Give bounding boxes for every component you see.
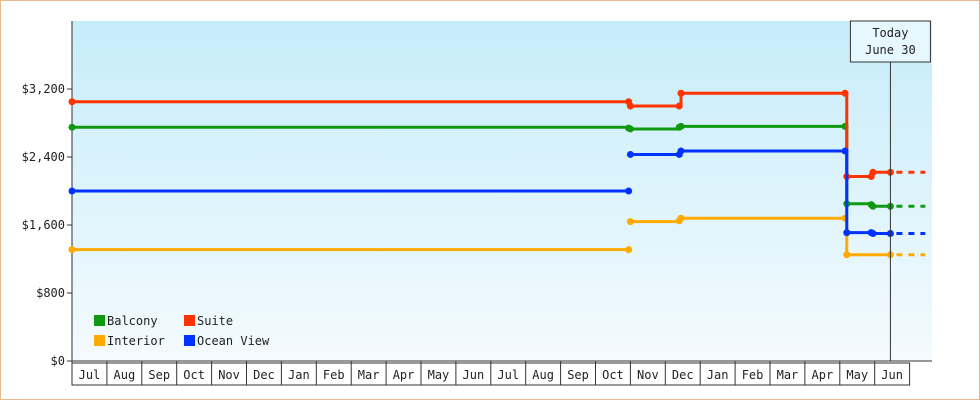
legend-swatch [184, 315, 195, 326]
data-point[interactable] [677, 147, 685, 155]
data-point[interactable] [626, 102, 634, 110]
data-point[interactable] [626, 218, 634, 226]
data-point[interactable] [626, 150, 634, 158]
legend-label: Ocean View [197, 334, 270, 348]
data-point[interactable] [677, 214, 685, 222]
x-tick-label: Sep [567, 368, 589, 382]
legend-swatch [184, 335, 195, 346]
x-tick-label: Mar [777, 368, 799, 382]
x-tick-label: Dec [253, 368, 275, 382]
today-date: June 30 [865, 43, 916, 57]
x-tick-label: Jun [463, 368, 485, 382]
x-tick-label: May [428, 368, 450, 382]
x-tick-label: Feb [323, 368, 345, 382]
x-tick-label: Nov [218, 368, 240, 382]
x-tick-label: Aug [114, 368, 136, 382]
y-tick-label: $800 [36, 286, 65, 300]
data-point[interactable] [677, 122, 685, 130]
data-point[interactable] [843, 251, 851, 259]
legend-item[interactable]: Ocean View [184, 334, 270, 348]
legend-label: Suite [197, 314, 233, 328]
x-tick-label: May [846, 368, 868, 382]
x-tick-label: Apr [393, 368, 415, 382]
x-tick-label: Feb [742, 368, 764, 382]
data-point[interactable] [869, 202, 877, 210]
today-marker: Today June 30 [849, 20, 931, 361]
data-point[interactable] [68, 123, 76, 131]
x-tick-label: Aug [532, 368, 554, 382]
series-interior [68, 214, 926, 259]
series-layer [68, 89, 926, 259]
x-tick-label: Jul [497, 368, 519, 382]
x-tick-label: Apr [812, 368, 834, 382]
today-label: Today [872, 26, 908, 40]
data-point[interactable] [869, 168, 877, 176]
legend: Balcony Suite Interior Ocean View [94, 314, 270, 348]
x-axis: Jul Aug Sep Oct Nov Dec Jan Feb Mar Apr May Jun Jul A… [71, 360, 932, 386]
legend-swatch [94, 335, 105, 346]
data-point[interactable] [68, 98, 76, 106]
x-tick-label: Oct [602, 368, 624, 382]
legend-item[interactable]: Interior [94, 334, 165, 348]
x-tick-label: Jan [288, 368, 310, 382]
x-tick-label: Jan [707, 368, 729, 382]
legend-item[interactable]: Balcony [94, 314, 158, 328]
data-point[interactable] [68, 246, 76, 254]
legend-label: Interior [107, 334, 165, 348]
legend-label: Balcony [107, 314, 158, 328]
data-point[interactable] [675, 102, 683, 110]
y-axis: $0 $800 $1,600 $2,400 $3,200 [22, 21, 73, 368]
data-point[interactable] [841, 147, 849, 155]
y-tick-label: $3,200 [22, 82, 65, 96]
data-point[interactable] [626, 125, 634, 133]
legend-item[interactable]: Suite [184, 314, 233, 328]
y-tick-label: $2,400 [22, 150, 65, 164]
x-tick-label: Dec [672, 368, 694, 382]
y-tick-label: $1,600 [22, 218, 65, 232]
data-point[interactable] [625, 246, 633, 254]
data-point[interactable] [841, 89, 849, 97]
y-tick-label: $0 [51, 354, 65, 368]
x-tick-label: Nov [637, 368, 659, 382]
data-point[interactable] [869, 230, 877, 237]
x-tick-label: Jun [881, 368, 903, 382]
data-point[interactable] [843, 229, 851, 237]
data-point[interactable] [677, 89, 685, 97]
x-tick-label: Mar [358, 368, 380, 382]
series-ocean-view [68, 147, 926, 237]
x-tick-label: Jul [79, 368, 101, 382]
x-tick-label: Oct [183, 368, 205, 382]
x-tick-label: Sep [148, 368, 170, 382]
legend-swatch [94, 315, 105, 326]
data-point[interactable] [68, 187, 76, 195]
today-box [849, 20, 931, 63]
data-point[interactable] [625, 187, 633, 195]
